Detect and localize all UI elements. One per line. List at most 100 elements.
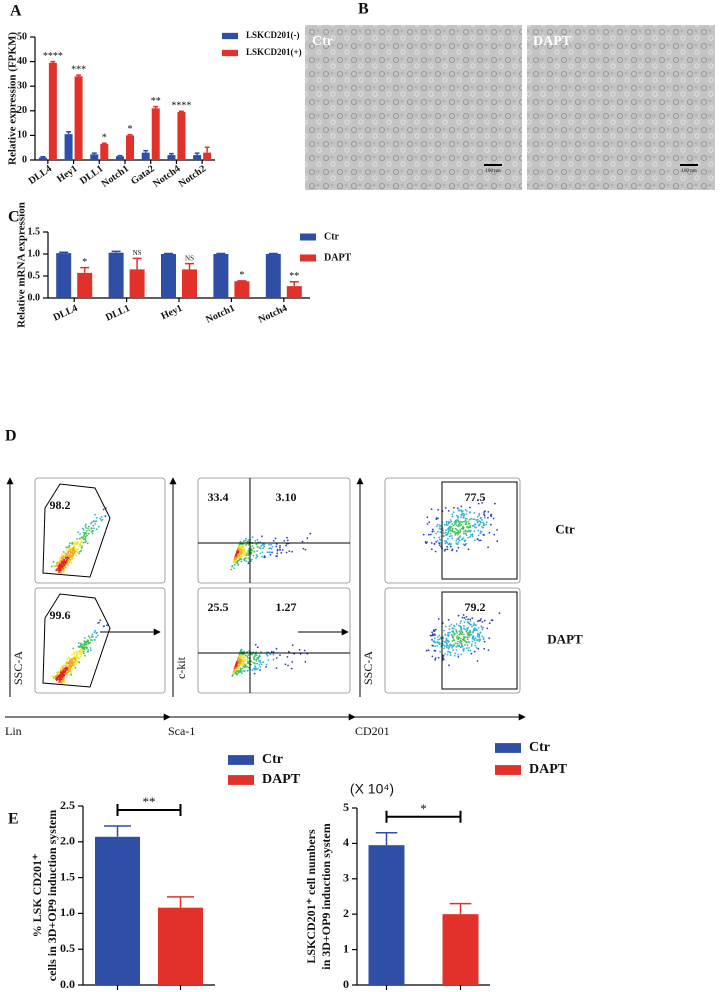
gate: [441, 591, 518, 690]
flow-dot: [457, 523, 460, 526]
flow-dot: [482, 626, 485, 629]
flow-dot: [82, 531, 85, 534]
flow-dot: [94, 523, 97, 525]
flow-dot: [480, 518, 483, 521]
flow-dot: [471, 640, 474, 643]
flow-dot: [68, 544, 71, 547]
flow-dot: [232, 672, 235, 675]
flow-x-label: CD201: [355, 724, 390, 738]
flow-dot: [255, 543, 258, 546]
flow-dot: [462, 636, 465, 638]
flow-dot: [70, 561, 73, 564]
flow-dot: [78, 537, 81, 540]
flow-dot: [71, 555, 74, 558]
flow-dot: [452, 649, 454, 652]
flow-dot: [84, 532, 87, 535]
flow-dot: [457, 541, 460, 544]
flow-dot: [238, 551, 241, 553]
flow-dot: [262, 547, 264, 550]
flow-dot: [60, 557, 63, 560]
flow-dot: [460, 653, 463, 656]
flow-dot: [258, 546, 261, 549]
flow-dot: [481, 635, 484, 638]
flow-dot: [447, 647, 450, 650]
error-bar: [179, 110, 184, 113]
flow-dot: [57, 671, 60, 673]
flow-dot: [61, 674, 64, 677]
flow-dot: [476, 518, 479, 521]
flow-x-label: Sca-1: [168, 724, 195, 738]
y-tick-label: 4: [343, 835, 349, 849]
flow-dot: [99, 517, 102, 520]
flow-dot: [465, 521, 468, 524]
flow-dot: [91, 639, 93, 642]
flow-dot: [434, 657, 437, 660]
flow-dot: [280, 552, 283, 554]
x-tick-label: Hey1: [159, 303, 184, 322]
flow-dot: [92, 635, 94, 638]
flow-dot: [442, 529, 444, 532]
y-tick-label: 40: [17, 56, 27, 67]
flow-dot: [447, 530, 450, 533]
flow-dot: [459, 631, 462, 634]
flow-dot: [257, 667, 259, 670]
flow-dot: [464, 644, 466, 646]
flow-dot: [83, 640, 86, 643]
flow-dot: [90, 527, 93, 530]
flow-dot: [483, 511, 485, 513]
flow-dot: [457, 530, 460, 533]
flow-dot: [66, 563, 68, 566]
flow-dot: [242, 670, 245, 672]
flow-dot: [69, 659, 72, 662]
flow-dot: [456, 632, 458, 634]
flow-dot: [459, 641, 461, 644]
flow-dot: [241, 553, 243, 555]
flow-dot: [67, 666, 70, 668]
flow-dot: [254, 643, 257, 646]
flow-dot: [247, 544, 250, 546]
flow-dot: [240, 558, 243, 561]
flow-dot: [453, 521, 456, 523]
flow-dot: [433, 649, 436, 652]
flow-dot: [482, 526, 485, 529]
flow-dot: [463, 621, 466, 624]
flow-dot: [245, 560, 248, 562]
flow-dot: [442, 655, 445, 657]
flow-dot: [246, 540, 249, 543]
bar: [129, 269, 145, 298]
flow-dot: [470, 645, 473, 647]
flow-dot: [438, 643, 441, 646]
flow-dot: [462, 650, 465, 652]
flow-dot: [436, 525, 438, 528]
flow-dot: [279, 654, 281, 656]
flow-dot: [452, 524, 455, 527]
flow-dot: [65, 665, 68, 667]
y-tick-label: 0.5: [60, 941, 75, 955]
flow-dot: [434, 628, 437, 631]
flow-dot: [80, 653, 83, 656]
y-tick-label: 30: [17, 80, 27, 91]
flow-dot: [486, 627, 489, 630]
flow-dot: [454, 532, 457, 535]
flow-dot: [256, 538, 259, 541]
flow-dot: [304, 661, 307, 663]
significance-label: *: [239, 270, 244, 281]
flow-dot: [286, 656, 289, 658]
flow-dot: [276, 552, 279, 555]
legend-label: DAPT: [529, 762, 568, 777]
flow-dot: [262, 661, 264, 664]
significance-label: **: [143, 794, 156, 809]
flow-dot: [70, 671, 73, 673]
flow-dot: [472, 637, 474, 640]
flow-dot: [231, 565, 234, 568]
flow-dot: [451, 535, 453, 537]
flow-dot: [80, 546, 83, 549]
flow-dot: [251, 536, 254, 539]
flow-dot: [86, 646, 88, 649]
flow-dot: [241, 672, 243, 674]
flow-dot: [79, 645, 82, 648]
flow-dot: [465, 641, 468, 644]
flow-dot: [271, 545, 274, 548]
flow-dot: [269, 653, 272, 656]
flow-dots: [51, 619, 108, 685]
